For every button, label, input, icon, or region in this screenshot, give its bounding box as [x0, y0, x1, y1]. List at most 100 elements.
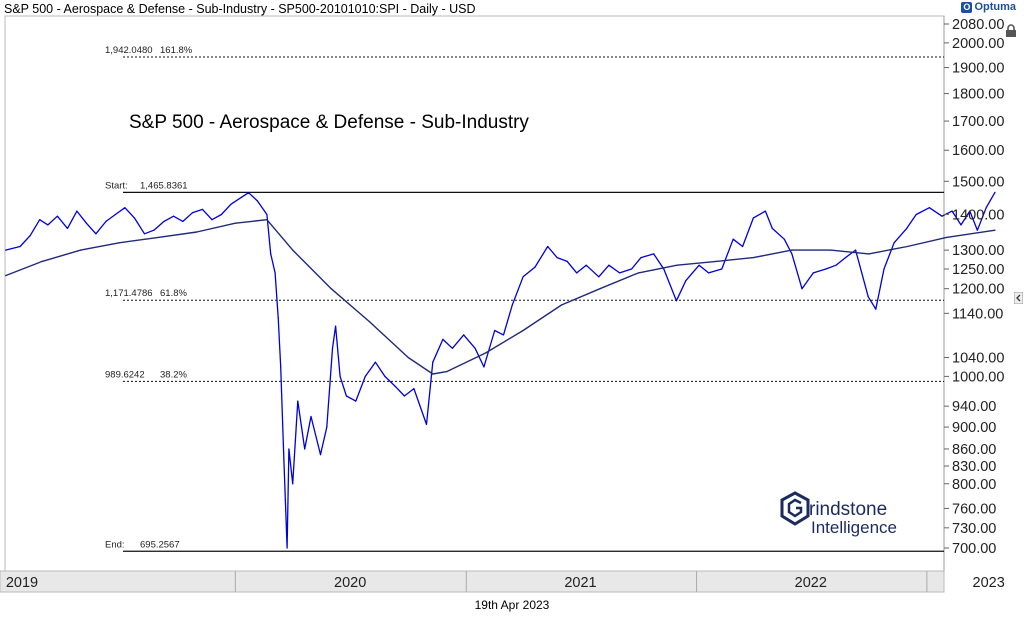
series-0-point-74: [653, 253, 655, 255]
level-value-3: 38.2%: [160, 369, 187, 380]
series-1-point-5: [196, 231, 198, 233]
series-0-point-27: [266, 213, 268, 216]
x-label-2020: 2020: [334, 575, 366, 591]
optuma-logo-icon: O: [961, 1, 973, 13]
series-1-point-17: [599, 288, 601, 290]
series-0-point-33: [286, 547, 288, 549]
series-0-point-96: [883, 268, 885, 270]
series-0-point-14: [143, 233, 146, 235]
series-0-point-37: [304, 448, 306, 450]
y-tick-label-20: 2000.00: [952, 36, 1004, 52]
series-0-point-31: [280, 366, 282, 368]
series-0-point-51: [413, 388, 415, 390]
series-0-point-55: [451, 347, 453, 349]
series-0-point-57: [474, 347, 476, 349]
series-0-point-95: [875, 308, 877, 310]
series-0-point-22: [220, 213, 222, 216]
level-label-3: 989.6242: [105, 369, 145, 380]
y-tick-label-13: 1300.00: [952, 243, 1004, 259]
series-0-point-80: [721, 268, 723, 270]
collapse-arrow-icon[interactable]: [1014, 292, 1023, 304]
series-1-point-27: [994, 229, 996, 231]
series-0-point-62: [522, 276, 524, 278]
series-0-point-21: [211, 219, 213, 221]
series-0-point-32: [283, 459, 285, 461]
series-0-point-5: [56, 215, 59, 217]
series-1-point-4: [157, 236, 159, 238]
y-tick-label-9: 1040.00: [952, 351, 1004, 367]
series-1-point-2: [80, 249, 82, 251]
series-1-point-18: [637, 272, 640, 274]
series-1-point-24: [868, 253, 870, 255]
series-0-point-103: [960, 224, 962, 226]
series-1-point-16: [560, 304, 563, 306]
series-1-point-1: [41, 260, 43, 262]
series-1-point-9: [330, 288, 332, 290]
y-tick-label-16: 1600.00: [952, 143, 1004, 159]
y-tick-label-6: 900.00: [952, 420, 996, 436]
series-1-point-20: [715, 260, 717, 262]
series-1-point-14: [485, 352, 487, 354]
series-0-point-90: [825, 268, 827, 270]
series-1-point-25: [906, 245, 908, 248]
series-0-point-19: [191, 212, 193, 214]
series-1-point-11: [407, 356, 409, 359]
x-label-2022: 2022: [795, 575, 827, 591]
series-0-point-88: [801, 288, 803, 290]
level-value-2: 61.8%: [160, 288, 187, 299]
series-1-point-12: [432, 373, 434, 375]
series-0-point-65: [556, 257, 558, 259]
series-0-point-46: [364, 375, 366, 377]
series-0-point-59: [494, 329, 496, 332]
lock-icon[interactable]: [1005, 24, 1017, 37]
series-0-point-38: [310, 415, 312, 418]
series-1-point-26: [945, 236, 948, 238]
series-0-point-8: [85, 222, 87, 224]
series-0-point-53: [432, 361, 434, 363]
series-0-point-82: [742, 245, 744, 248]
level-value-1: 1,465.8361: [140, 180, 188, 191]
series-0-point-41: [331, 347, 334, 349]
series-1-point-10: [369, 321, 371, 323]
series-0-point-48: [384, 375, 386, 377]
series-0-point-4: [47, 224, 49, 226]
series-0-point-1: [19, 245, 21, 248]
series-0-point-81: [732, 238, 734, 240]
watermark-line2: Intelligence: [811, 518, 897, 537]
x-label-2019: 2019: [6, 575, 38, 591]
series-0-point-104: [969, 210, 971, 212]
y-tick-label-17: 1700.00: [952, 114, 1004, 130]
series-0-point-13: [133, 217, 135, 219]
series-0-point-61: [511, 304, 513, 306]
series-1-point-15: [522, 329, 524, 332]
series-0-point-78: [698, 264, 700, 266]
series-0-point-3: [39, 219, 41, 221]
plot-frame: [4, 15, 945, 572]
series-0-point-71: [619, 272, 621, 274]
series-0-point-94: [867, 296, 869, 298]
series-1-point-13: [446, 371, 448, 373]
series-0-point-47: [374, 361, 376, 363]
y-tick-label-0: 700.00: [952, 541, 996, 557]
y-tick-label-5: 860.00: [952, 442, 996, 458]
series-0-point-7: [76, 210, 78, 212]
series-0-point-58: [483, 366, 485, 368]
series-0-point-16: [163, 220, 165, 222]
series-0-point-93: [855, 249, 857, 251]
series-0-point-54: [442, 338, 444, 340]
series-0-point-68: [585, 264, 587, 266]
series-0-point-86: [783, 238, 785, 240]
series-0-point-15: [153, 229, 155, 231]
series-line-0: [5, 191, 996, 549]
chart-header-title: S&P 500 - Aerospace & Defense - Sub-Indu…: [4, 2, 476, 16]
series-0-point-2: [29, 235, 31, 237]
series-1-point-21: [752, 257, 755, 259]
level-label-0: 1,942.0480: [105, 45, 153, 56]
series-0-point-77: [685, 280, 687, 282]
series-0-point-6: [66, 227, 69, 229]
series-0-point-98: [906, 227, 908, 229]
series-0-point-73: [640, 257, 642, 259]
series-0-point-85: [771, 227, 773, 229]
watermark-line1: rindstone: [809, 499, 887, 520]
series-0-point-101: [941, 215, 943, 217]
